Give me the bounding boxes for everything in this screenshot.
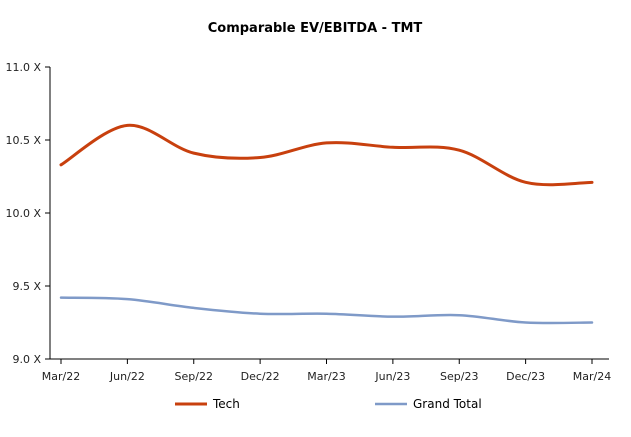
axes: 9.0 X 9.5 X 10.0 X 10.5 X 11.0 X Mar/22 Jun/22… (5, 61, 611, 383)
y-tick-label: 11.0 X (5, 61, 41, 74)
legend: Tech Grand Total (175, 397, 482, 411)
x-tick-label: Dec/22 (241, 370, 280, 383)
chart-title: Comparable EV/EBITDA - TMT (208, 21, 423, 36)
x-tick-label: Sep/23 (440, 370, 478, 383)
x-tick-label: Sep/22 (175, 370, 213, 383)
x-tick-label: Mar/24 (573, 370, 611, 383)
y-tick-label: 10.0 X (5, 207, 41, 220)
legend-label-grand-total: Grand Total (413, 397, 482, 411)
legend-label-tech: Tech (212, 397, 240, 411)
x-tick-label: Mar/23 (307, 370, 345, 383)
series-line-grand-total (59, 296, 594, 325)
series-line-tech (59, 123, 594, 187)
y-tick-label: 10.5 X (5, 134, 41, 147)
series-group (59, 123, 594, 325)
x-tick-label: Mar/22 (42, 370, 80, 383)
x-tick-label: Jun/22 (109, 370, 145, 383)
x-tick-label: Jun/23 (374, 370, 410, 383)
x-tick-label: Dec/23 (506, 370, 545, 383)
y-tick-label: 9.5 X (12, 280, 41, 293)
y-tick-label: 9.0 X (12, 353, 41, 366)
